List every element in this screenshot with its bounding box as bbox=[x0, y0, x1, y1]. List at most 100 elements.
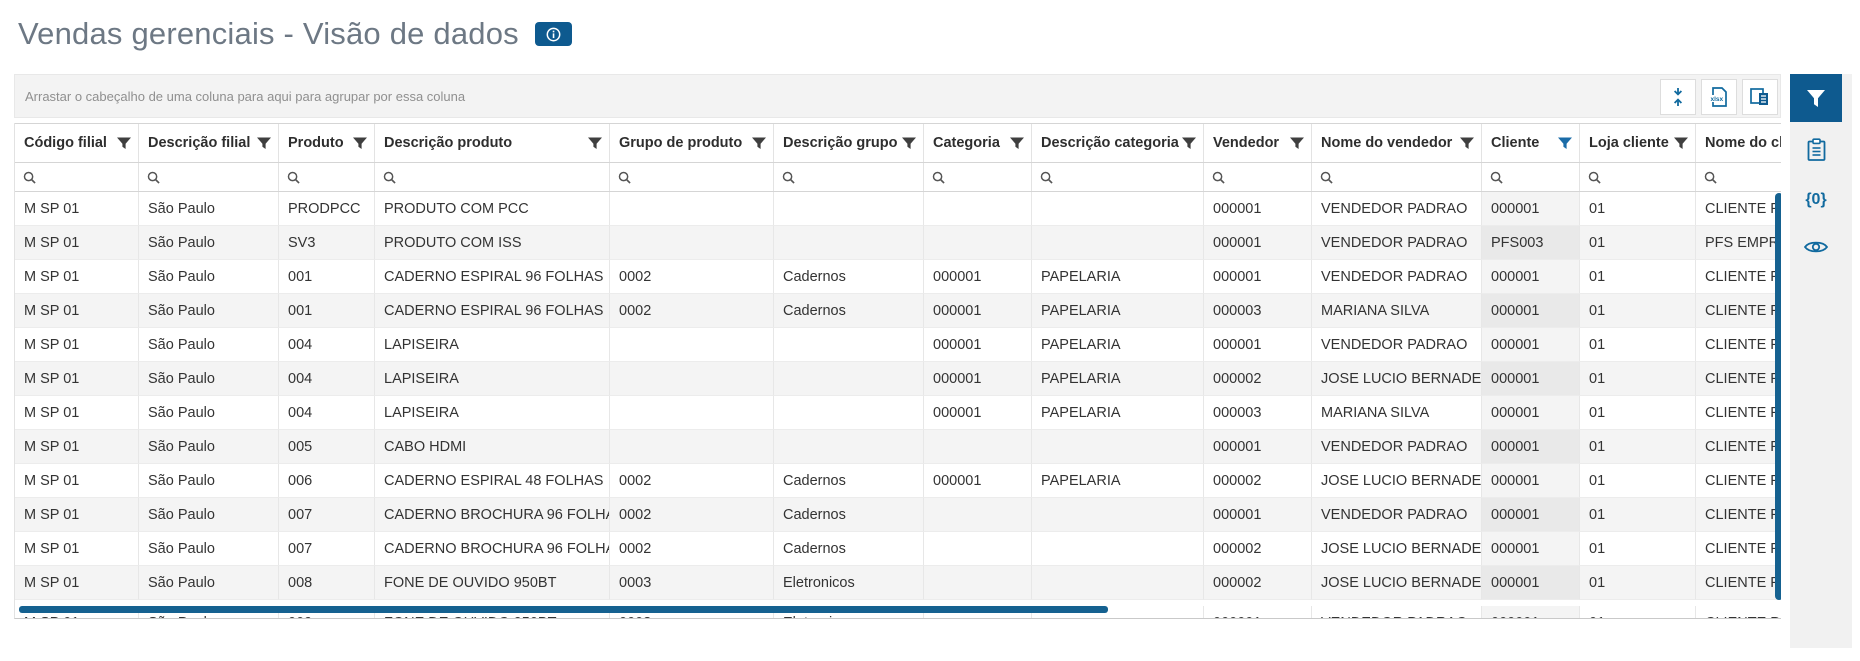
cell bbox=[610, 396, 774, 430]
cell: 000001 bbox=[924, 362, 1032, 396]
info-button[interactable] bbox=[534, 22, 572, 46]
filter-row-cell-7[interactable] bbox=[1032, 163, 1204, 191]
cell: PAPELARIA bbox=[1032, 362, 1204, 396]
column-header-0[interactable]: Código filial bbox=[15, 124, 139, 162]
column-chooser-icon bbox=[1750, 88, 1768, 105]
filter-funnel-icon[interactable] bbox=[1010, 137, 1024, 150]
table-row: M SP 01 São Paulo 001 CADERNO ESPIRAL 96 FO… bbox=[15, 294, 1781, 328]
group-by-panel[interactable]: Arrastar o cabeçalho de uma coluna para … bbox=[14, 74, 1781, 118]
filter-row-cell-5[interactable] bbox=[774, 163, 924, 191]
column-header-label: Nome do cliente bbox=[1705, 135, 1781, 151]
cell bbox=[924, 226, 1032, 260]
column-header-3[interactable]: Descrição produto bbox=[375, 124, 610, 162]
filter-row-cell-1[interactable] bbox=[139, 163, 279, 191]
cell: JOSE LUCIO BERNADEI bbox=[1312, 362, 1482, 396]
parameters-tab[interactable]: {0} bbox=[1803, 189, 1828, 211]
cell bbox=[610, 226, 774, 260]
cell: VENDEDOR PADRAO bbox=[1312, 328, 1482, 362]
cell: M SP 01 bbox=[15, 464, 139, 498]
cell: CLIENTE PADRAO bbox=[1696, 260, 1781, 294]
cell bbox=[924, 532, 1032, 566]
cell: 000001 bbox=[1482, 498, 1580, 532]
column-header-10[interactable]: Cliente bbox=[1482, 124, 1580, 162]
filter-funnel-icon[interactable] bbox=[1460, 137, 1474, 150]
fit-row-height-button[interactable] bbox=[1660, 79, 1696, 115]
filter-row-cell-0[interactable] bbox=[15, 163, 139, 191]
horizontal-scrollbar-thumb[interactable] bbox=[19, 606, 1108, 613]
cell bbox=[1032, 566, 1204, 600]
column-header-6[interactable]: Categoria bbox=[924, 124, 1032, 162]
filter-row-cell-2[interactable] bbox=[279, 163, 375, 191]
cell: 01 bbox=[1580, 532, 1696, 566]
cell: PRODPCC bbox=[279, 192, 375, 226]
column-chooser-button[interactable] bbox=[1742, 79, 1778, 115]
filter-row-cell-8[interactable] bbox=[1204, 163, 1312, 191]
report-list-tab[interactable] bbox=[1804, 136, 1829, 164]
filter-funnel-icon[interactable] bbox=[1558, 137, 1572, 150]
column-header-2[interactable]: Produto bbox=[279, 124, 375, 162]
search-icon bbox=[287, 171, 300, 184]
column-header-label: Descrição categoria bbox=[1041, 135, 1179, 151]
filter-row bbox=[15, 163, 1781, 192]
cell: CLIENTE PADRAO bbox=[1696, 464, 1781, 498]
filter-panel-tab[interactable] bbox=[1790, 74, 1842, 122]
table-row: M SP 01 São Paulo 004 LAPISEIRA 000001 PAPELA… bbox=[15, 396, 1781, 430]
clipboard-list-icon bbox=[1807, 138, 1825, 161]
filter-row-cell-6[interactable] bbox=[924, 163, 1032, 191]
column-header-1[interactable]: Descrição filial bbox=[139, 124, 279, 162]
cell: VENDEDOR PADRAO bbox=[1312, 430, 1482, 464]
cell: Cadernos bbox=[774, 260, 924, 294]
column-header-4[interactable]: Grupo de produto bbox=[610, 124, 774, 162]
filter-funnel-icon[interactable] bbox=[1182, 137, 1196, 150]
cell: 0002 bbox=[610, 294, 774, 328]
table-row: M SP 01 São Paulo 008 FONE DE OUVIDO 950BT 0… bbox=[15, 566, 1781, 600]
cell bbox=[774, 192, 924, 226]
cell: CLIENTE PADRAO bbox=[1696, 606, 1781, 618]
filter-funnel-icon[interactable] bbox=[1290, 137, 1304, 150]
cell: 000001 bbox=[1482, 430, 1580, 464]
cell: MARIANA SILVA bbox=[1312, 294, 1482, 328]
cell: São Paulo bbox=[139, 192, 279, 226]
cell: Cadernos bbox=[774, 464, 924, 498]
filter-funnel-icon[interactable] bbox=[1674, 137, 1688, 150]
cell: M SP 01 bbox=[15, 362, 139, 396]
cell: 000001 bbox=[1204, 260, 1312, 294]
column-header-11[interactable]: Loja cliente bbox=[1580, 124, 1696, 162]
cell: 000003 bbox=[1204, 294, 1312, 328]
table-row: M SP 01 São Paulo SV3 PRODUTO COM ISS 000001… bbox=[15, 226, 1781, 260]
cell: 000002 bbox=[1204, 464, 1312, 498]
cell: 000001 bbox=[1482, 532, 1580, 566]
cell: M SP 01 bbox=[15, 396, 139, 430]
data-grid: Arrastar o cabeçalho de uma coluna para … bbox=[14, 74, 1781, 619]
filter-funnel-icon[interactable] bbox=[588, 137, 602, 150]
filter-funnel-icon[interactable] bbox=[257, 137, 271, 150]
filter-funnel-icon[interactable] bbox=[353, 137, 367, 150]
cell: 01 bbox=[1580, 606, 1696, 618]
filter-row-cell-12[interactable] bbox=[1696, 163, 1781, 191]
filter-row-cell-11[interactable] bbox=[1580, 163, 1696, 191]
column-header-5[interactable]: Descrição grupo bbox=[774, 124, 924, 162]
export-xlsx-button[interactable]: xlsx bbox=[1701, 79, 1737, 115]
column-header-8[interactable]: Vendedor bbox=[1204, 124, 1312, 162]
vertical-scrollbar-thumb[interactable] bbox=[1775, 193, 1781, 600]
sidebar-icons: {0} bbox=[1790, 136, 1842, 258]
cell: 01 bbox=[1580, 192, 1696, 226]
cell: 01 bbox=[1580, 362, 1696, 396]
column-header-7[interactable]: Descrição categoria bbox=[1032, 124, 1204, 162]
cell: 000001 bbox=[1204, 430, 1312, 464]
filter-row-cell-9[interactable] bbox=[1312, 163, 1482, 191]
filter-funnel-icon[interactable] bbox=[117, 137, 131, 150]
cell: CADERNO ESPIRAL 96 FOLHAS bbox=[375, 294, 610, 328]
visibility-tab[interactable] bbox=[1801, 236, 1831, 258]
cell: 000002 bbox=[1204, 532, 1312, 566]
filter-row-cell-10[interactable] bbox=[1482, 163, 1580, 191]
cell: São Paulo bbox=[139, 566, 279, 600]
column-header-12[interactable]: Nome do cliente bbox=[1696, 124, 1781, 162]
filter-funnel-icon[interactable] bbox=[902, 137, 916, 150]
filter-row-cell-3[interactable] bbox=[375, 163, 610, 191]
cell bbox=[924, 192, 1032, 226]
filter-funnel-icon[interactable] bbox=[752, 137, 766, 150]
column-header-9[interactable]: Nome do vendedor bbox=[1312, 124, 1482, 162]
filter-row-cell-4[interactable] bbox=[610, 163, 774, 191]
table-row: M SP 01 São Paulo 007 CADERNO BROCHURA 96 F… bbox=[15, 498, 1781, 532]
